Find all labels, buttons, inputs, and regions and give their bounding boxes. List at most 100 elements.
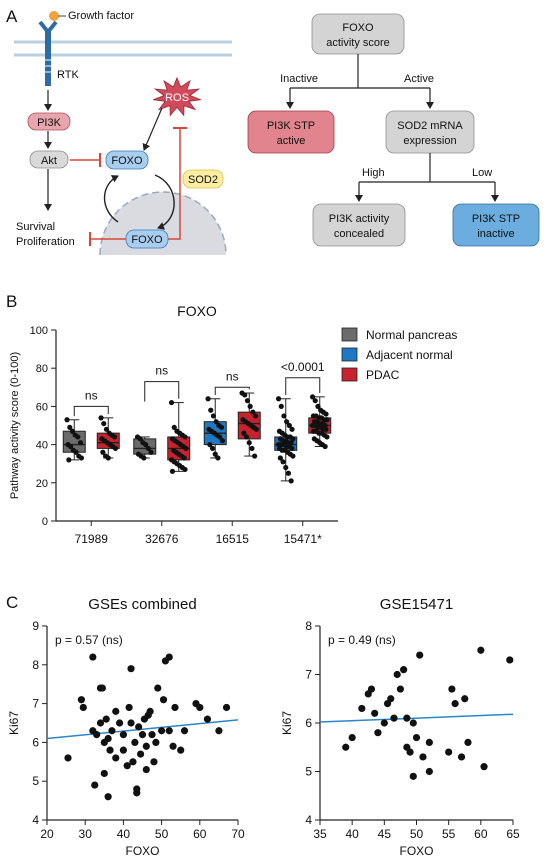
data-point [289, 426, 295, 432]
data-point [241, 430, 247, 436]
data-point [286, 422, 292, 429]
scatter-point [100, 769, 108, 778]
x-tick-label: 15471* [284, 532, 322, 546]
y-tick-label: 40 [36, 440, 48, 452]
scatter-point [409, 772, 417, 780]
data-point [105, 455, 111, 461]
significance-label: ns [155, 364, 168, 378]
x-tick-label: 40 [345, 827, 359, 841]
pi3k-node [27, 112, 71, 131]
scatter-point [136, 750, 145, 758]
p-value-annotation: p = 0.49 (ns) [328, 633, 396, 647]
x-tick-label: 55 [442, 827, 456, 841]
data-point [250, 409, 256, 415]
data-point [252, 453, 258, 459]
data-point [219, 438, 226, 444]
pi3k-active-line2: active [277, 135, 306, 147]
scatter-point [165, 727, 173, 735]
data-point [275, 396, 282, 402]
significance-bracket: ns [73, 388, 109, 416]
data-point [218, 424, 225, 431]
sod2-node [182, 169, 224, 189]
scatter-point [123, 762, 131, 770]
scatter-point [387, 695, 395, 703]
scatter-gses-combined: GSEs combined p = 0.57 (ns) FOXO Ki67 20 30 40… [7, 596, 245, 858]
scatter-point [419, 753, 427, 761]
bracket-line [214, 386, 250, 395]
scatter-point [91, 781, 99, 789]
scatter-point [158, 727, 166, 735]
data-point [205, 396, 211, 402]
data-point [209, 445, 216, 452]
scatter-point [393, 670, 401, 679]
scatter-point [138, 731, 147, 739]
foxo-export-arrow [103, 175, 119, 223]
y-axis-label: Pathway activity score (0-100) [9, 352, 21, 499]
data-point [141, 455, 147, 461]
data-point [217, 434, 223, 440]
growth-factor-receptor [38, 11, 66, 86]
y-tick-label: 7 [305, 668, 312, 682]
low-label: Low [472, 167, 492, 179]
data-point [243, 434, 250, 440]
y-tick-label: 20 [36, 478, 48, 490]
scatter-point [129, 758, 137, 766]
foxo-nucleus-label: FOXO [131, 234, 163, 246]
data-point [137, 436, 143, 442]
x-axis-label: FOXO [399, 844, 433, 858]
inactive-label: Inactive [280, 73, 318, 85]
data-point [284, 419, 290, 425]
scatter-point [400, 666, 408, 674]
foxo-inhibits-survival [89, 232, 126, 246]
scatter-point [480, 763, 488, 771]
scatter-point [77, 696, 85, 704]
data-point [169, 468, 176, 474]
scatter-point [457, 753, 466, 761]
bracket-line [73, 405, 109, 416]
scatter-point [506, 656, 514, 664]
data-point [247, 403, 253, 409]
scatter-point [425, 767, 433, 776]
data-point [283, 464, 289, 471]
y-tick-label: 60 [36, 401, 48, 413]
ros-label: ROS [165, 92, 189, 104]
scatter-point [171, 703, 179, 712]
data-point [277, 455, 283, 461]
panel-label-b: B [6, 292, 17, 311]
scatter-point [119, 746, 127, 754]
significance-bracket: ns [144, 364, 180, 402]
y-tick-label: 5 [32, 774, 39, 788]
scatter-point [451, 700, 459, 708]
bracket-line [144, 381, 180, 402]
scatter-point [142, 742, 150, 750]
data-point [252, 413, 259, 419]
significance-label: ns [226, 369, 239, 383]
x-tick-label: 60 [474, 827, 488, 841]
scatter-title: GSE15471 [380, 596, 453, 613]
data-point [242, 392, 248, 398]
data-point [168, 399, 175, 406]
scatter-point [374, 729, 382, 737]
data-point [68, 443, 74, 450]
x-tick-label: 70 [231, 827, 245, 841]
growth-factor-ligand-icon [49, 11, 59, 21]
data-point [145, 445, 151, 452]
legend-swatch [341, 347, 358, 362]
y-tick-label: 6 [32, 735, 39, 749]
data-point [171, 424, 177, 431]
y-tick-label: 7 [32, 697, 39, 711]
scatter-point [148, 731, 156, 739]
scatter-point [461, 695, 469, 703]
scatter-point [412, 733, 421, 742]
data-point [253, 426, 260, 432]
data-point [290, 453, 296, 459]
data-point [213, 419, 219, 425]
x-tick-label: 35 [313, 827, 327, 841]
nuclear-envelope [99, 191, 227, 256]
y-tick-label: 8 [32, 658, 39, 672]
scatter-point [112, 707, 120, 715]
significance-bracket: <0.0001 [281, 360, 325, 395]
data-point [323, 426, 329, 432]
legend-label: Normal pancreas [366, 328, 457, 342]
box-15471-pdac [308, 394, 332, 450]
